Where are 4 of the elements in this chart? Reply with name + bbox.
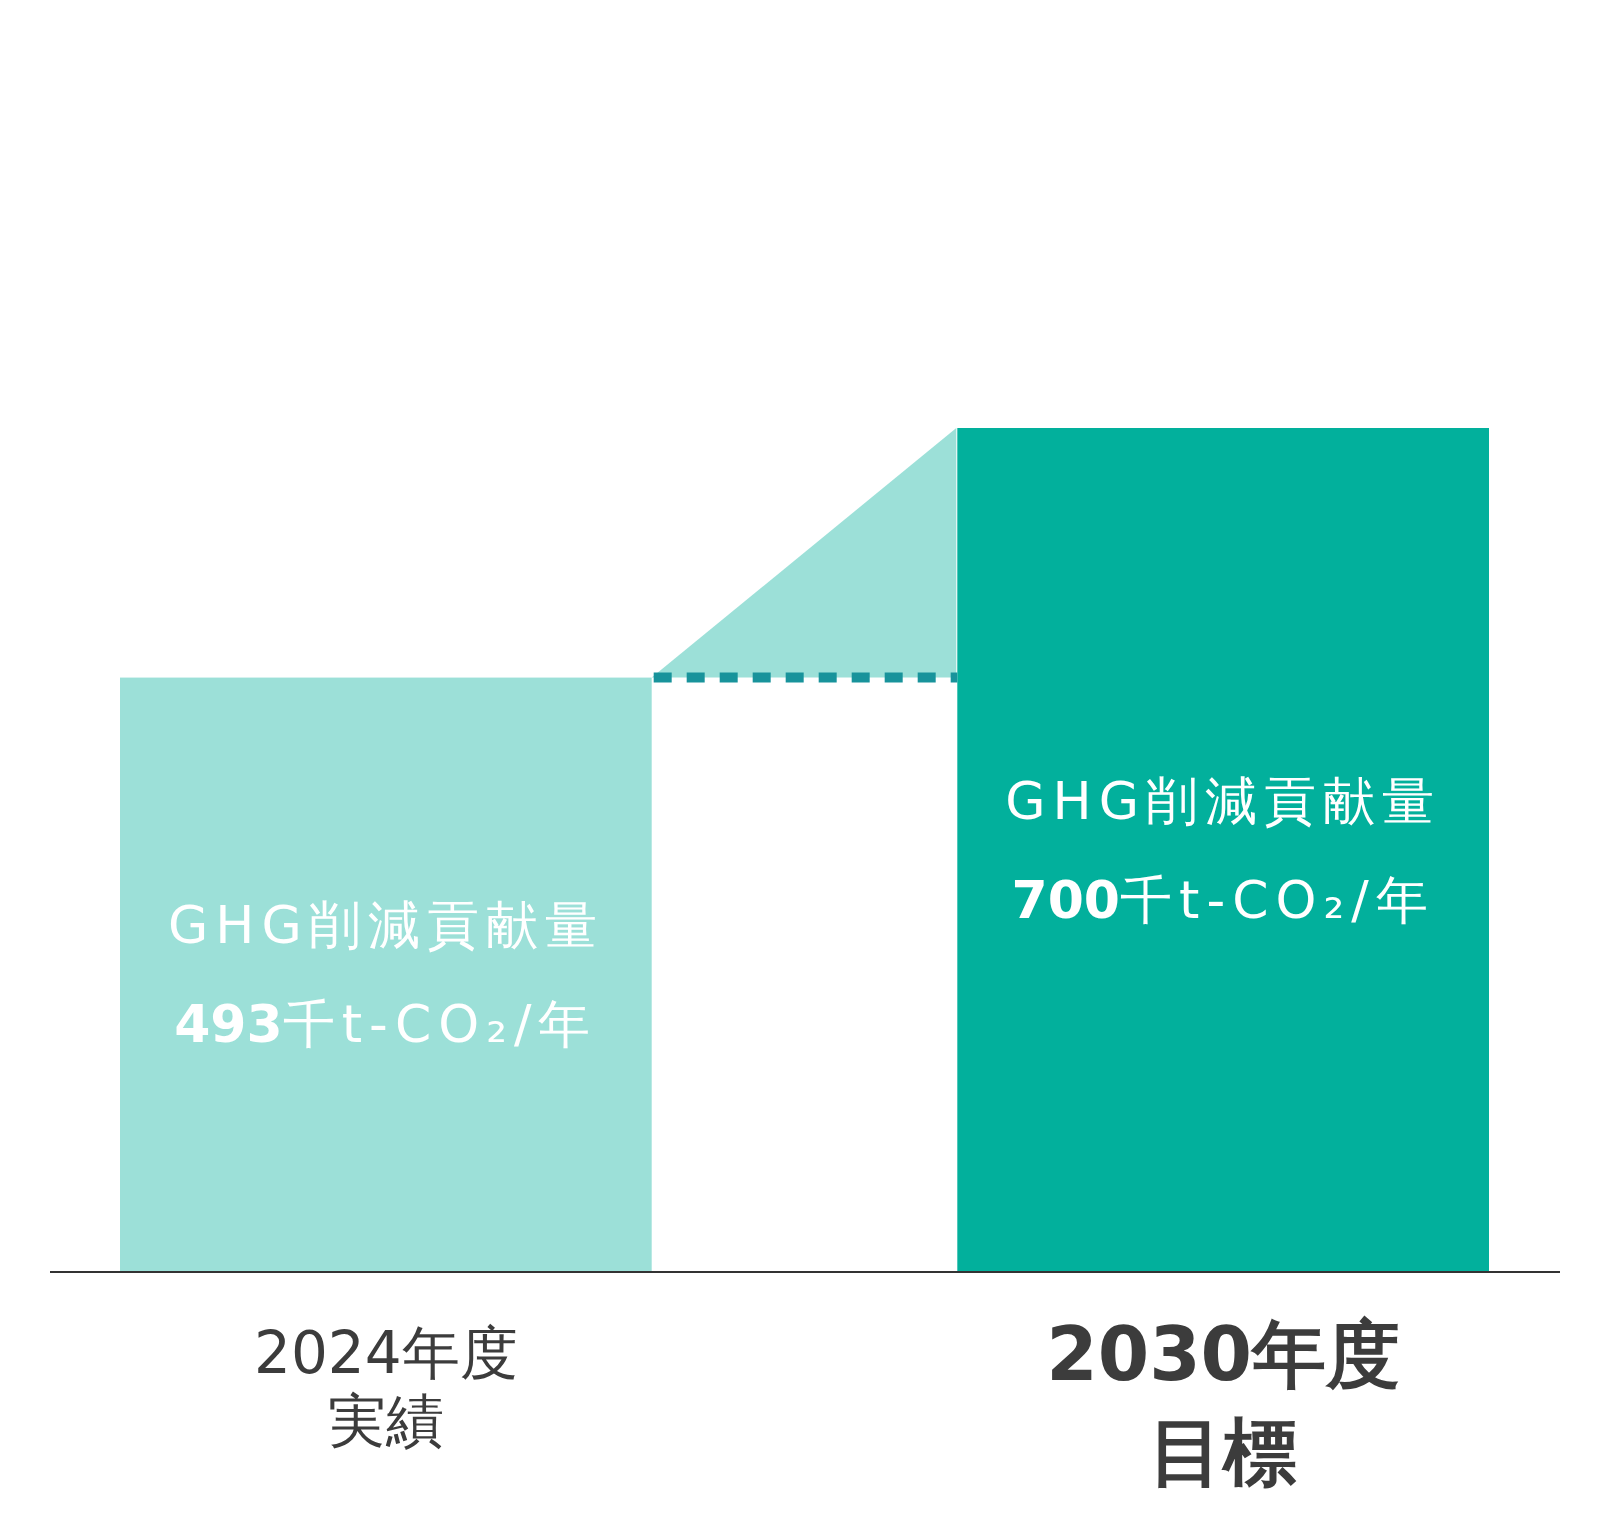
data-label: GHG削減貢献量 493千t-CO₂/年 — [167, 895, 604, 1055]
x-tick-label: 2030年度目標 — [1046, 1311, 1401, 1495]
data-label: GHG削減貢献量 700千t-CO₂/年 — [1005, 770, 1442, 930]
x-tick-label: 2024年度実績 — [254, 1319, 518, 1455]
